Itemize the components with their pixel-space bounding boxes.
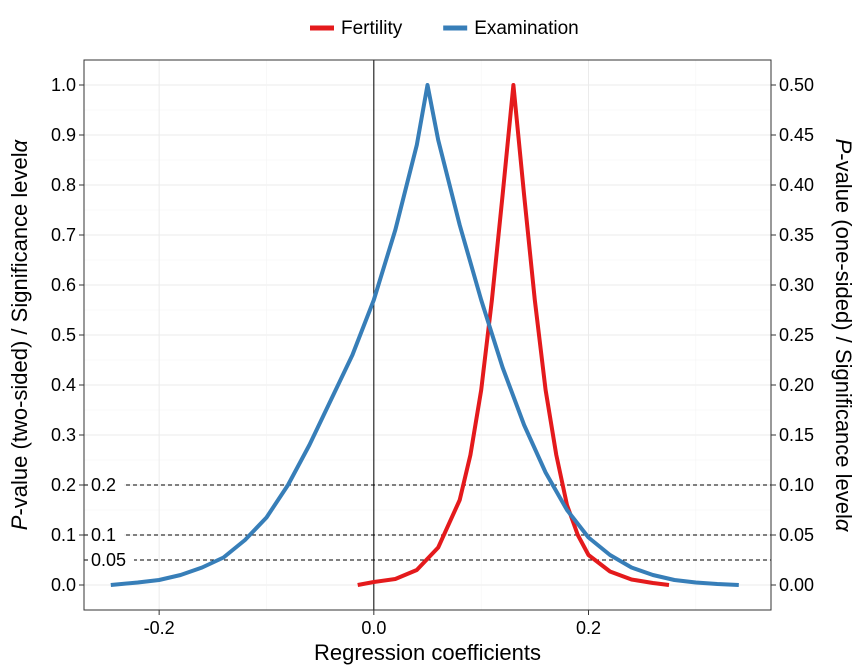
- x-tick-label: 0.2: [576, 618, 601, 638]
- y-left-tick-label: 0.6: [51, 275, 76, 295]
- y-left-tick-label: 0.2: [51, 475, 76, 495]
- y-left-tick-label: 0.0: [51, 575, 76, 595]
- reference-label-bg: [88, 525, 124, 545]
- x-tick-label: -0.2: [144, 618, 175, 638]
- y-axis-right-title: P-value (one-sided) / Significance level…: [831, 139, 856, 533]
- y-left-tick-label: 0.1: [51, 525, 76, 545]
- reference-lines: 0.2 0.1 0.05: [84, 60, 771, 610]
- y-left-tick-label: 1.0: [51, 75, 76, 95]
- y-right-tick-label: 0.20: [779, 375, 814, 395]
- y-left-tick-label: 0.8: [51, 175, 76, 195]
- y-left-tick-label: 0.3: [51, 425, 76, 445]
- x-axis-title: Regression coefficients: [314, 640, 541, 665]
- y-right-tick-label: 0.00: [779, 575, 814, 595]
- y-left-tick-label: 0.7: [51, 225, 76, 245]
- reference-line-label: 0.1: [91, 525, 116, 545]
- gridlines: [84, 60, 771, 610]
- y-axis-left-title: P-value (two-sided) / Significance level…: [7, 138, 32, 530]
- y-right-tick-label: 0.50: [779, 75, 814, 95]
- y-right-tick-label: 0.05: [779, 525, 814, 545]
- reference-label-bg: [88, 475, 124, 495]
- y-right-tick-label: 0.45: [779, 125, 814, 145]
- y-right-tick-label: 0.35: [779, 225, 814, 245]
- legend-label-examination: Examination: [474, 18, 579, 39]
- legend: Fertility Examination: [310, 18, 579, 39]
- series-lines: [110, 83, 739, 587]
- y-left-tick-label: 0.9: [51, 125, 76, 145]
- reference-line-label: 0.2: [91, 475, 116, 495]
- y-right-tick-label: 0.40: [779, 175, 814, 195]
- x-tick-label: 0.0: [361, 618, 386, 638]
- y-left-tick-label: 0.4: [51, 375, 76, 395]
- y-right-tick-label: 0.30: [779, 275, 814, 295]
- y-right-tick-label: 0.25: [779, 325, 814, 345]
- axes: 0.0 0.00 0.1 0.05 0.2 0.10 0.3 0.15 0.4 0.20 0.5 0.…: [51, 75, 814, 638]
- reference-line-label: 0.05: [91, 550, 126, 570]
- series-line-fertility: [357, 83, 670, 587]
- reference-label-bg: [88, 550, 134, 570]
- y-right-tick-label: 0.10: [779, 475, 814, 495]
- legend-label-fertility: Fertility: [341, 18, 403, 39]
- series-line-examination: [110, 83, 739, 587]
- y-left-tick-label: 0.5: [51, 325, 76, 345]
- y-right-tick-label: 0.15: [779, 425, 814, 445]
